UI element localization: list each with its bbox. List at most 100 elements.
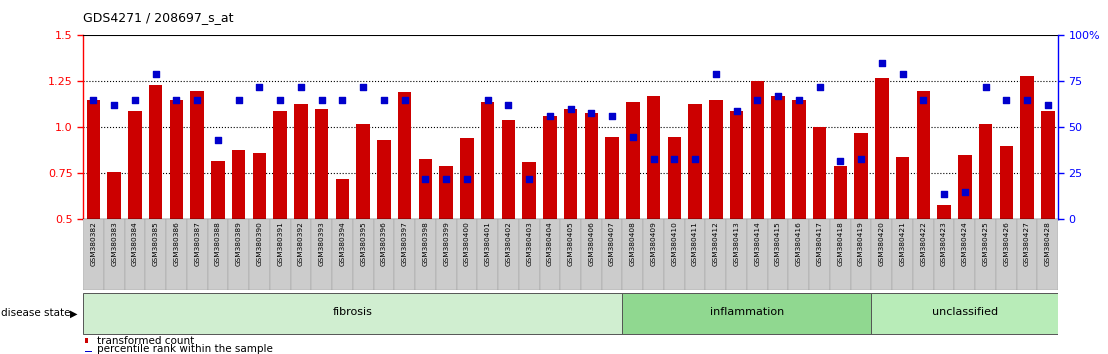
Bar — [85, 338, 88, 343]
Bar — [1037, 219, 1058, 290]
Point — [375, 97, 392, 103]
Text: GSM380416: GSM380416 — [796, 222, 802, 266]
Bar — [895, 157, 910, 219]
Point — [396, 97, 413, 103]
Bar — [295, 103, 308, 219]
Bar — [647, 96, 660, 219]
Bar — [456, 219, 478, 290]
Point — [852, 156, 870, 161]
Text: GSM380421: GSM380421 — [900, 222, 905, 267]
Text: percentile rank within the sample: percentile rank within the sample — [96, 344, 273, 354]
Bar — [377, 140, 391, 219]
Text: GSM380417: GSM380417 — [817, 222, 822, 267]
Bar — [1017, 219, 1037, 290]
Point — [271, 97, 289, 103]
Point — [105, 103, 123, 108]
Bar — [768, 219, 789, 290]
Bar — [398, 92, 411, 219]
Bar — [419, 159, 432, 219]
Bar — [124, 219, 145, 290]
Point — [914, 97, 932, 103]
Bar — [892, 219, 913, 290]
Bar — [373, 219, 394, 290]
Bar — [726, 219, 747, 290]
Point — [188, 97, 206, 103]
Point — [312, 97, 330, 103]
Bar — [107, 172, 121, 219]
Bar — [232, 149, 246, 219]
Bar — [352, 219, 373, 290]
Bar — [104, 219, 124, 290]
Point — [645, 156, 663, 161]
Bar — [851, 219, 871, 290]
Point — [666, 156, 684, 161]
Point — [521, 176, 538, 182]
Bar — [792, 100, 806, 219]
Bar — [602, 219, 623, 290]
Bar — [644, 219, 664, 290]
Bar — [148, 85, 163, 219]
Text: GSM380410: GSM380410 — [671, 222, 677, 267]
Bar — [540, 219, 561, 290]
Bar — [187, 219, 207, 290]
Bar — [688, 103, 701, 219]
Text: disease state: disease state — [1, 308, 71, 318]
Bar — [416, 219, 435, 290]
Text: GSM380415: GSM380415 — [776, 222, 781, 266]
Bar — [166, 219, 187, 290]
Text: transformed count: transformed count — [96, 336, 194, 346]
Text: GSM380412: GSM380412 — [712, 222, 719, 267]
Point — [417, 176, 434, 182]
Point — [935, 191, 953, 196]
Text: GSM380392: GSM380392 — [298, 222, 304, 267]
Text: GSM380413: GSM380413 — [733, 222, 739, 266]
Text: GSM380420: GSM380420 — [879, 222, 885, 267]
Bar — [585, 113, 598, 219]
Bar — [191, 91, 204, 219]
Point — [438, 176, 455, 182]
Point — [707, 71, 725, 77]
Bar — [978, 124, 993, 219]
Bar — [916, 91, 930, 219]
Text: GSM380425: GSM380425 — [983, 222, 988, 266]
Point — [976, 84, 994, 90]
Point — [831, 158, 849, 164]
Bar — [668, 137, 681, 219]
Point — [603, 114, 620, 119]
Text: GSM380406: GSM380406 — [588, 222, 594, 266]
Text: GSM380394: GSM380394 — [339, 222, 346, 266]
Text: GSM380401: GSM380401 — [484, 222, 491, 267]
Bar — [440, 166, 453, 219]
Bar — [129, 111, 142, 219]
Bar — [478, 219, 497, 290]
Text: ▶: ▶ — [70, 308, 78, 318]
Bar — [871, 219, 892, 290]
Text: GSM380419: GSM380419 — [858, 222, 864, 267]
Bar — [170, 100, 183, 219]
Bar — [813, 127, 827, 219]
Text: GSM380403: GSM380403 — [526, 222, 532, 266]
Bar — [332, 219, 352, 290]
Bar — [83, 292, 623, 334]
Bar — [502, 120, 515, 219]
Bar — [875, 78, 889, 219]
Bar — [937, 205, 951, 219]
Text: GSM380398: GSM380398 — [422, 222, 429, 267]
Bar — [975, 219, 996, 290]
Text: GSM380407: GSM380407 — [609, 222, 615, 267]
Text: GSM380400: GSM380400 — [464, 222, 470, 267]
Bar — [830, 219, 851, 290]
Text: GSM380382: GSM380382 — [91, 222, 96, 267]
Point — [229, 97, 247, 103]
Bar — [497, 219, 519, 290]
Bar — [996, 219, 1017, 290]
Bar — [357, 124, 370, 219]
Bar — [623, 219, 644, 290]
Bar — [543, 116, 556, 219]
Text: GSM380426: GSM380426 — [1003, 222, 1009, 266]
Bar — [706, 219, 726, 290]
Text: GSM380395: GSM380395 — [360, 222, 366, 266]
Point — [479, 97, 496, 103]
Text: GSM380409: GSM380409 — [650, 222, 657, 267]
Text: GSM380427: GSM380427 — [1024, 222, 1030, 267]
